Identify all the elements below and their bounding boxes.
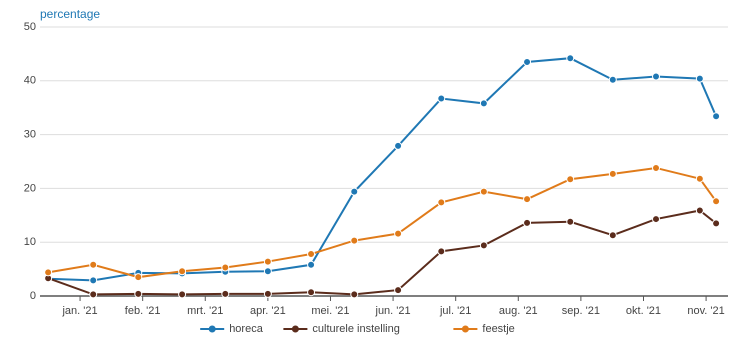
data-point xyxy=(695,174,704,183)
data-point xyxy=(652,163,661,172)
data-point xyxy=(566,54,575,63)
data-point xyxy=(479,187,488,196)
legend-marker-dot xyxy=(208,325,216,333)
data-point xyxy=(608,231,617,240)
data-point xyxy=(437,94,446,103)
data-point xyxy=(437,198,446,207)
data-point xyxy=(712,197,721,206)
data-point xyxy=(566,175,575,184)
x-tick-label: jun. '21 xyxy=(375,305,411,317)
data-point xyxy=(307,250,316,259)
legend-marker-dot xyxy=(461,325,469,333)
data-point xyxy=(523,57,532,66)
data-point xyxy=(695,206,704,215)
data-point xyxy=(712,112,721,121)
data-point xyxy=(178,267,187,276)
y-tick-label: 50 xyxy=(24,21,36,33)
legend-label: horeca xyxy=(229,323,264,335)
x-tick-label: nov. '21 xyxy=(687,305,724,317)
data-point xyxy=(44,268,53,277)
data-point xyxy=(263,257,272,266)
x-tick-label: mei. '21 xyxy=(311,305,349,317)
data-point xyxy=(479,99,488,108)
data-point xyxy=(307,288,316,297)
data-point xyxy=(394,141,403,150)
data-point xyxy=(350,236,359,245)
data-point xyxy=(566,217,575,226)
data-point xyxy=(134,273,143,282)
x-tick-label: mrt. '21 xyxy=(187,305,223,317)
data-point xyxy=(134,289,143,298)
legend-marker-dot xyxy=(291,325,299,333)
data-point xyxy=(652,72,661,81)
y-axis-label: percentage xyxy=(40,7,100,21)
y-tick-label: 0 xyxy=(30,290,36,302)
data-point xyxy=(523,218,532,227)
data-point xyxy=(263,289,272,298)
y-tick-label: 10 xyxy=(24,236,36,248)
x-tick-label: apr. '21 xyxy=(250,305,286,317)
x-tick-label: sep. '21 xyxy=(562,305,600,317)
data-point xyxy=(307,260,316,269)
data-point xyxy=(608,75,617,84)
data-point xyxy=(479,241,488,250)
data-point xyxy=(608,169,617,178)
data-point xyxy=(89,290,98,299)
data-point xyxy=(350,187,359,196)
legend-label: feestje xyxy=(482,323,514,335)
x-tick-label: jan. '21 xyxy=(61,305,97,317)
x-tick-label: okt. '21 xyxy=(626,305,661,317)
legend-label: culturele instelling xyxy=(312,323,399,335)
data-point xyxy=(652,215,661,224)
data-point xyxy=(523,195,532,204)
x-tick-label: feb. '21 xyxy=(125,305,161,317)
y-tick-label: 40 xyxy=(24,75,36,87)
data-point xyxy=(263,267,272,276)
x-tick-label: aug. '21 xyxy=(499,305,538,317)
y-tick-label: 30 xyxy=(24,129,36,141)
data-point xyxy=(350,290,359,299)
data-point xyxy=(221,289,230,298)
y-tick-label: 20 xyxy=(24,182,36,194)
data-point xyxy=(89,260,98,269)
data-point xyxy=(712,219,721,228)
data-point xyxy=(394,229,403,238)
data-point xyxy=(695,74,704,83)
x-tick-label: jul. '21 xyxy=(439,305,471,317)
data-point xyxy=(437,247,446,256)
data-point xyxy=(221,263,230,272)
data-point xyxy=(178,290,187,299)
data-point xyxy=(89,276,98,285)
data-point xyxy=(394,286,403,295)
